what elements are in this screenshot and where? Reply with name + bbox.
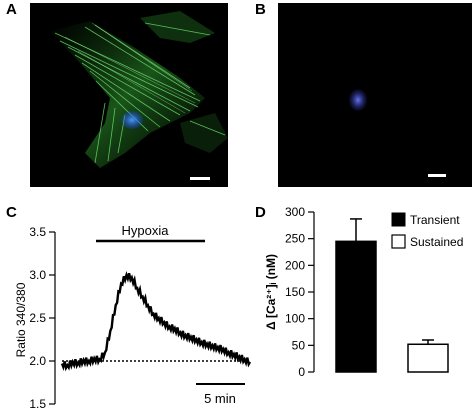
chart-d-ytick-label: 250: [285, 232, 305, 246]
legend-label-sustained: Sustained: [410, 235, 463, 249]
chart-d-ylabel: Δ [Ca²⁺]ᵢ (nM): [264, 254, 278, 330]
chart-d-ytick-label: 300: [285, 205, 305, 219]
panel-letter-b: B: [255, 1, 266, 18]
micrograph-a-image: [50, 11, 228, 168]
hypoxia-label: Hypoxia: [122, 223, 170, 238]
chart-c-ytick-label: 3.5: [29, 225, 46, 239]
chart-c-ytick-label: 3.0: [29, 268, 46, 282]
chart-d-ytick-label: 0: [298, 365, 305, 379]
panel-letter-c: C: [6, 204, 17, 221]
time-scale-label: 5 min: [204, 391, 236, 406]
chart-d-ytick-label: 50: [292, 338, 306, 352]
legend-swatch-transient: [391, 212, 406, 227]
chart-d-legend: Transient Sustained: [391, 212, 463, 249]
chart-c-ytick-label: 2.0: [29, 354, 46, 368]
chart-c-ylabel: Ratio 340/380: [14, 282, 28, 357]
micrograph-b-image: [349, 89, 367, 111]
bar-transient: [335, 240, 377, 373]
chart-c-ytick-label: 1.5: [29, 397, 46, 409]
chart-d-ytick-label: 100: [285, 312, 305, 326]
micrograph-b: [278, 3, 472, 187]
chart-d-ytick-label: 150: [285, 285, 305, 299]
chart-c-ytick-label: 2.5: [29, 311, 46, 325]
chart-d-ytick-label: 200: [285, 258, 305, 272]
legend-label-transient: Transient: [410, 213, 460, 227]
legend-swatch-sustained: [391, 234, 406, 249]
micrograph-a: [30, 3, 228, 187]
scale-bar-b: [428, 174, 446, 177]
scale-bar-a: [190, 177, 210, 180]
panel-letter-a: A: [6, 1, 17, 18]
panel-letter-d: D: [255, 204, 266, 221]
chart-c-series-line: [60, 271, 252, 372]
bar-sustained: [407, 343, 449, 373]
